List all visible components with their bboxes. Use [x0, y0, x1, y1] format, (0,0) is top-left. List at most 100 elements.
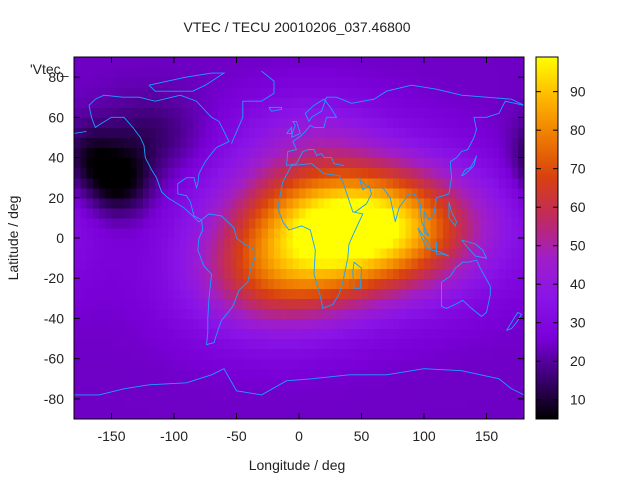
vtec-cell	[417, 127, 425, 139]
vtec-cell	[199, 348, 206, 360]
vtec-cell	[286, 368, 294, 380]
vtec-cell	[480, 177, 488, 189]
vtec-cell	[136, 147, 144, 159]
vtec-cell	[142, 197, 150, 209]
vtec-cell	[192, 248, 200, 259]
vtec-cell	[186, 217, 194, 229]
vtec-cell	[261, 338, 269, 350]
vtec-cell	[99, 187, 106, 199]
vtec-cell	[361, 298, 369, 309]
vtec-cell	[499, 238, 506, 249]
vtec-cell	[211, 268, 219, 279]
vtec-cell	[486, 258, 494, 269]
vtec-cell	[224, 408, 231, 420]
vtec-cell	[267, 187, 275, 199]
vtec-cell	[186, 288, 194, 299]
vtec-cell	[380, 167, 388, 179]
vtec-cell	[261, 77, 269, 88]
vtec-cell	[74, 408, 81, 420]
vtec-cell	[267, 248, 275, 259]
vtec-cell	[461, 328, 469, 340]
vtec-cell	[130, 288, 138, 299]
vtec-cell	[380, 288, 388, 299]
vtec-cell	[499, 197, 506, 209]
vtec-cell	[355, 77, 363, 88]
vtec-cell	[211, 57, 219, 68]
vtec-cell	[105, 328, 113, 340]
vtec-cell	[442, 338, 450, 350]
vtec-cell	[411, 217, 419, 229]
vtec-cell	[311, 328, 319, 340]
vtec-cell	[361, 137, 369, 149]
vtec-cell	[155, 57, 163, 68]
vtec-cell	[330, 278, 338, 289]
vtec-cell	[349, 227, 356, 239]
vtec-cell	[499, 308, 506, 320]
vtec-cell	[355, 318, 363, 330]
vtec-cell	[180, 227, 188, 239]
vtec-cell	[467, 107, 475, 118]
vtec-cell	[324, 278, 331, 289]
vtec-cell	[324, 137, 331, 149]
vtec-cell	[167, 117, 175, 128]
vtec-cell	[330, 87, 338, 98]
vtec-cell	[124, 187, 131, 199]
vtec-cell	[430, 177, 438, 189]
vtec-cell	[517, 97, 525, 108]
vtec-cell	[455, 127, 463, 139]
vtec-cell	[374, 177, 381, 189]
vtec-cell	[261, 278, 269, 289]
vtec-cell	[255, 268, 263, 279]
vtec-cell	[136, 328, 144, 340]
vtec-cell	[342, 378, 350, 390]
vtec-cell	[111, 167, 119, 179]
vtec-cell	[499, 187, 506, 199]
vtec-cell	[180, 308, 188, 320]
vtec-cell	[74, 288, 81, 299]
vtec-cell	[86, 227, 94, 239]
vtec-cell	[480, 207, 488, 219]
vtec-cell	[324, 157, 331, 169]
vtec-cell	[436, 358, 444, 370]
vtec-cell	[505, 127, 513, 139]
vtec-cell	[167, 398, 175, 410]
vtec-cell	[480, 408, 488, 420]
vtec-cell	[405, 248, 413, 259]
vtec-cell	[386, 378, 394, 390]
vtec-cell	[436, 207, 444, 219]
vtec-cell	[105, 308, 113, 320]
vtec-cell	[130, 167, 138, 179]
vtec-cell	[117, 308, 125, 320]
vtec-cell	[511, 258, 519, 269]
vtec-cell	[305, 127, 313, 139]
vtec-cell	[236, 408, 244, 420]
vtec-cell	[349, 147, 356, 159]
vtec-cell	[480, 328, 488, 340]
vtec-cell	[492, 378, 500, 390]
vtec-cell	[99, 268, 106, 279]
vtec-cell	[124, 278, 131, 289]
vtec-cell	[180, 248, 188, 259]
vtec-cell	[317, 107, 325, 118]
vtec-cell	[417, 217, 425, 229]
vtec-cell	[305, 217, 313, 229]
vtec-cell	[261, 398, 269, 410]
vtec-cell	[430, 248, 438, 259]
vtec-cell	[367, 97, 375, 108]
vtec-cell	[236, 248, 244, 259]
vtec-cell	[442, 87, 450, 98]
vtec-cell	[430, 187, 438, 199]
vtec-cell	[455, 348, 463, 360]
vtec-cell	[224, 238, 231, 249]
vtec-cell	[324, 97, 331, 108]
vtec-cell	[155, 157, 163, 169]
vtec-cell	[361, 157, 369, 169]
vtec-cell	[342, 217, 350, 229]
vtec-cell	[74, 338, 81, 350]
vtec-cell	[186, 107, 194, 118]
vtec-cell	[361, 328, 369, 340]
vtec-cell	[336, 328, 344, 340]
vtec-cell	[255, 408, 263, 420]
vtec-cell	[336, 368, 344, 380]
vtec-cell	[311, 167, 319, 179]
